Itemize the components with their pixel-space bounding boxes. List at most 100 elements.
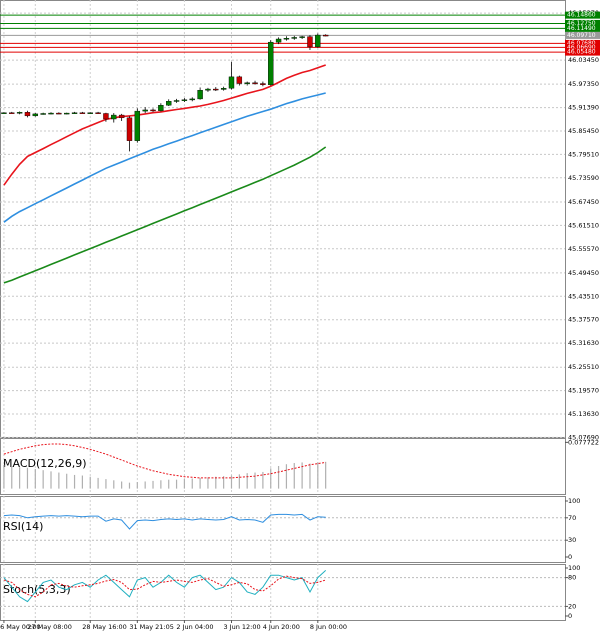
candle-body <box>315 34 321 48</box>
histogram-bar <box>262 471 264 489</box>
candle-body <box>158 105 164 111</box>
candle-body <box>236 76 243 84</box>
histogram-bar <box>301 462 303 489</box>
level-label: 46.14860 <box>567 12 596 19</box>
histogram-bar <box>293 463 295 489</box>
level-label-box <box>565 31 600 39</box>
y-tick-label: 30 <box>568 536 576 544</box>
candle-body <box>64 112 70 115</box>
histogram-bar <box>42 470 44 489</box>
y-tick-label: 45.43510 <box>568 292 599 300</box>
indicator-line <box>3 92 326 223</box>
histogram-bar <box>317 462 319 489</box>
y-tick-label: 45.25510 <box>568 363 599 371</box>
candle-body <box>197 90 203 100</box>
y-tick-label: 45.85450 <box>568 127 599 135</box>
panel-frame <box>0 438 566 495</box>
candle-body <box>283 38 290 40</box>
candle-body <box>181 99 188 101</box>
level-label-box <box>565 19 600 27</box>
candle-body <box>48 112 54 115</box>
histogram-bar <box>277 466 280 489</box>
indicator-line <box>3 443 326 479</box>
x-tick-label: 4 Jun 20:00 <box>263 623 300 631</box>
level-label: 46.12750 <box>567 20 596 27</box>
level-label-box <box>565 43 600 51</box>
candle-body <box>24 112 31 117</box>
y-tick-label: 100 <box>568 497 580 505</box>
histogram-bar <box>136 482 138 489</box>
panel-frame <box>0 496 566 563</box>
histogram-bar <box>144 481 146 489</box>
level-label-box <box>565 48 600 56</box>
y-tick-label: 70 <box>568 514 576 522</box>
candle-body <box>166 101 172 106</box>
candle-body <box>126 117 133 141</box>
histogram-bar <box>175 479 178 489</box>
x-tick-label: 27 May 08:00 <box>27 623 72 631</box>
candle-body <box>205 88 211 91</box>
histogram-bar <box>128 482 131 489</box>
y-tick-label: 45.55570 <box>568 245 599 253</box>
x-tick-label: 28 May 16:00 <box>82 623 127 631</box>
candle-body <box>220 88 227 90</box>
y-tick-label: 45.79510 <box>568 150 599 158</box>
candle-body <box>260 83 266 85</box>
panel-frame <box>0 564 566 621</box>
histogram-bar <box>19 467 21 489</box>
histogram-bar <box>270 468 272 489</box>
candle-body <box>95 112 101 114</box>
candle-body <box>56 112 62 115</box>
candle-body <box>299 36 305 38</box>
candle-body <box>71 112 78 114</box>
histogram-bar <box>223 476 225 489</box>
indicator-line <box>3 575 326 598</box>
x-tick-label: 2 Jun 04:00 <box>176 623 213 631</box>
candle-body <box>16 112 23 114</box>
level-label-box <box>565 39 600 47</box>
candle-body <box>40 113 46 115</box>
y-tick-label: 45.37570 <box>568 316 599 324</box>
x-tick-label: 8 Jun 00:00 <box>310 623 347 631</box>
level-label: 46.07680 <box>567 40 596 47</box>
histogram-bar <box>191 478 193 489</box>
y-tick-label: 45.49450 <box>568 269 599 277</box>
y-tick-label: 45.13630 <box>568 410 599 418</box>
candle-body <box>244 82 250 84</box>
candle-body <box>307 36 313 48</box>
candle-body <box>213 88 219 91</box>
histogram-bar <box>207 477 209 489</box>
y-tick-label: 45.67450 <box>568 198 599 206</box>
y-tick-label: 0 <box>568 553 572 561</box>
histogram-bar <box>34 468 36 489</box>
candle-body <box>103 113 109 120</box>
level-label-box <box>565 24 600 32</box>
y-tick-label: 20 <box>568 602 576 610</box>
candle-body <box>228 76 235 89</box>
candle-body <box>268 41 274 85</box>
candle-body <box>275 38 282 43</box>
histogram-bar <box>309 463 311 489</box>
level-label-box <box>565 11 600 19</box>
histogram-bar <box>215 476 217 489</box>
y-tick-label: 45.31630 <box>568 339 599 347</box>
histogram-bar <box>113 480 115 489</box>
candle-body <box>173 100 180 102</box>
candle-body <box>291 37 297 39</box>
candle-body <box>118 114 125 119</box>
histogram-bar <box>254 472 256 489</box>
histogram-bar <box>3 464 5 489</box>
candle-body <box>79 112 86 114</box>
histogram-bar <box>58 472 60 489</box>
y-tick-label: 45.73590 <box>568 174 599 182</box>
candle-body <box>9 112 15 114</box>
candle-body <box>142 109 148 112</box>
indicator-line <box>3 570 327 603</box>
level-label: 46.11490 <box>567 25 596 32</box>
x-tick-label: 31 May 21:05 <box>129 623 174 631</box>
histogram-bar <box>168 479 170 489</box>
indicator-line <box>3 513 326 530</box>
y-tick-label: 46.03450 <box>568 56 599 64</box>
